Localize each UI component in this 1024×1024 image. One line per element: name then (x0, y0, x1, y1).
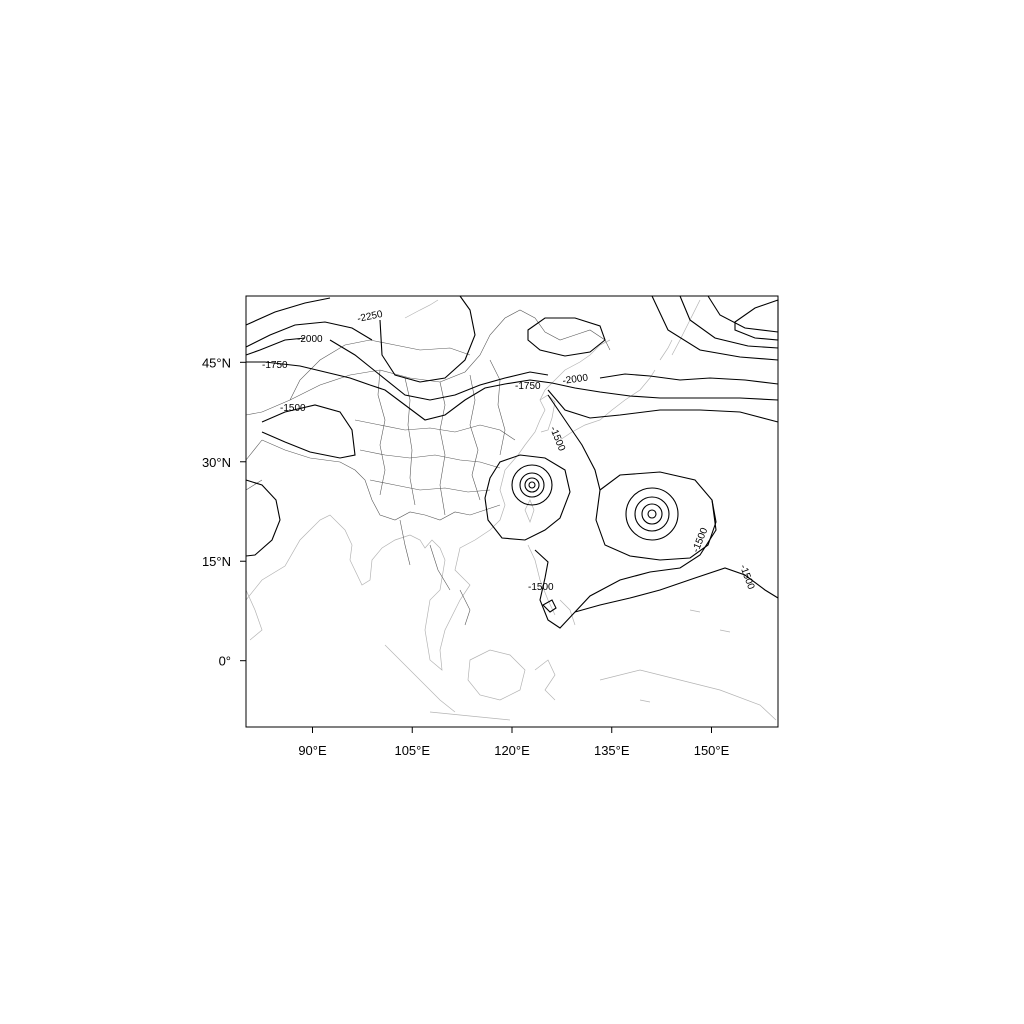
y-tick-label: 0° (219, 654, 231, 669)
coastline-new-guinea (599, 669, 777, 721)
contour-label-neg1750-east: -1750 (515, 381, 541, 392)
contour-nw-2 (245, 321, 373, 348)
x-tick-label: 120°E (494, 743, 530, 758)
contour-neg1500-nw-closed (261, 404, 356, 459)
contour-ne-ridge-1 (651, 295, 779, 361)
y-tick-label: 30°N (202, 455, 231, 470)
contour-neg2000-main (329, 339, 549, 401)
admin-borders (245, 309, 611, 626)
contour-nw-closed-small (527, 317, 606, 357)
coastline-korea (539, 394, 556, 433)
border-provinces-2 (359, 449, 501, 469)
x-tick-label: 90°E (298, 743, 327, 758)
contour-neg2000-west (245, 337, 306, 356)
contour-neg1500-south (534, 394, 717, 629)
border-provinces-5 (439, 381, 446, 516)
contour-west-edge (245, 479, 281, 557)
coastline-japan (559, 339, 673, 441)
border-provinces-3 (369, 479, 491, 493)
contours (245, 295, 779, 629)
contour-ne-closed (734, 299, 779, 341)
coastline-philippines (527, 544, 576, 626)
y-tick-label: 45°N (202, 355, 231, 370)
contour-neg1500-upper (547, 389, 779, 423)
border-china-south (261, 439, 501, 521)
contour-cyclone1-outer (484, 454, 571, 541)
contour-ne-ridge-3 (707, 295, 779, 333)
contour-label-neg2000-west: -2000 (297, 334, 323, 345)
x-tick-label: 135°E (594, 743, 630, 758)
contour-ne-ridge-2 (679, 295, 779, 349)
contour-label-neg2250: -2250 (356, 309, 384, 325)
contour-label-neg1750-west: -1750 (262, 360, 288, 371)
border-mongolia (289, 339, 471, 401)
contour-cyclone2-ring1 (625, 487, 679, 541)
coastline-java (429, 711, 511, 721)
coastline-pacific-islands (639, 609, 731, 703)
contour-cyclone2-ring4 (647, 509, 657, 519)
border-provinces-6 (469, 374, 481, 501)
contour-label-neg1500-south: -1500 (528, 582, 554, 593)
y-axis: 0° 15°N 30°N 45°N (202, 355, 246, 669)
coastlines (245, 299, 777, 721)
contour-label-neg2000-east: -2000 (562, 372, 589, 387)
border-provinces-7 (489, 359, 506, 456)
x-axis: 90°E 105°E 120°E 135°E 150°E (298, 727, 730, 758)
contour-neg1500-pacific (574, 567, 779, 613)
coastline-lake-baikal (404, 299, 439, 319)
contour-cyclone1-ring4 (528, 481, 536, 489)
contour-neg1750-west (246, 361, 371, 386)
contour-philippines-blob (542, 599, 557, 613)
contour-cyclone1-ring2 (519, 472, 545, 498)
contour-cyclone2-ring2 (634, 496, 670, 532)
coastline-kamchatka (671, 299, 701, 356)
border-provinces-1 (354, 419, 516, 441)
contour-neg2000-east (599, 373, 779, 385)
coastline-sumatra (384, 644, 456, 713)
coastline-mainland-asia (245, 339, 611, 671)
coastline-india (245, 589, 263, 641)
border-china-north (261, 309, 611, 413)
border-central-asia (245, 411, 263, 491)
coastline-taiwan (524, 499, 535, 523)
coastline-sulawesi (534, 659, 556, 701)
contour-cyclone2-ring3 (641, 503, 663, 525)
contour-label-group: -2250 -2000 -2000 -1750 -1750 -1500 -150… (262, 309, 756, 593)
contour-label-neg1500-cyclone2: -1500 (691, 526, 711, 554)
contour-neg1750-main (369, 379, 779, 421)
y-tick-label: 15°N (202, 554, 231, 569)
x-tick-label: 105°E (394, 743, 430, 758)
contour-label-neg1500-pacific: -1500 (737, 563, 756, 591)
map-frame (245, 295, 779, 728)
contour-cyclone1-ring1 (511, 464, 553, 506)
contour-neg2250-low (379, 295, 476, 383)
x-tick-label: 150°E (694, 743, 730, 758)
border-provinces-8 (377, 369, 386, 496)
coastline-borneo (467, 649, 526, 701)
contour-cyclone2-outer (595, 471, 717, 561)
map-layers: -2250 -2000 -2000 -1750 -1750 -1500 -150… (245, 295, 779, 721)
border-southeast-asia (399, 519, 471, 626)
contour-label-neg1500-coast: -1500 (547, 425, 567, 453)
contour-label-neg1500-nw: -1500 (280, 403, 306, 414)
contour-cyclone1-ring3 (524, 477, 540, 493)
contour-nw-1 (245, 297, 331, 326)
